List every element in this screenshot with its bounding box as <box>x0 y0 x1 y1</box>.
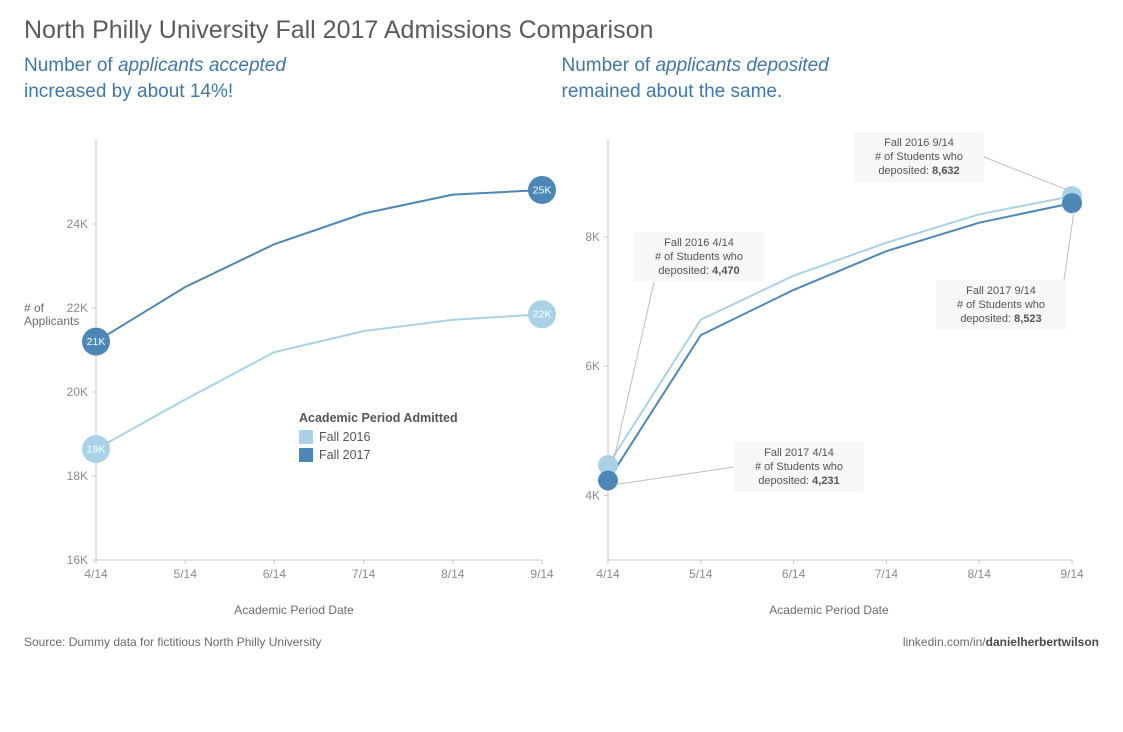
svg-text:# of Students who: # of Students who <box>875 151 963 163</box>
chart-deposited: 4K 6K 8K 4/14 5/14 6/14 7/14 8/14 9/14 Fall 2016 … <box>564 122 1094 617</box>
chart-accepted-svg: 16K 18K 20K 22K 24K 4/14 5/14 6/14 7/14 8/14 9/14 1… <box>24 122 564 592</box>
svg-text:6/14: 6/14 <box>263 567 287 581</box>
svg-text:7/14: 7/14 <box>875 567 899 581</box>
svg-text:Fall 2017: Fall 2017 <box>319 448 370 462</box>
svg-text:5/14: 5/14 <box>174 567 198 581</box>
svg-text:24K: 24K <box>67 217 88 231</box>
svg-text:deposited: 4,231: deposited: 4,231 <box>758 475 839 487</box>
svg-text:# of Students who: # of Students who <box>755 461 843 473</box>
svg-text:21K: 21K <box>87 336 106 348</box>
svg-text:Fall 2016 4/14: Fall 2016 4/14 <box>664 237 734 249</box>
x-axis-label: Academic Period Date <box>564 603 1094 617</box>
svg-text:18K: 18K <box>67 469 88 483</box>
subtitle-left: Number of applicants acceptedincreased b… <box>24 53 562 104</box>
svg-text:# of Students who: # of Students who <box>655 251 743 263</box>
y-axis-label: # of Applicants <box>24 302 79 328</box>
svg-text:# of Students who: # of Students who <box>957 299 1045 311</box>
svg-text:Academic Period Admitted: Academic Period Admitted <box>299 411 458 425</box>
svg-text:Fall 2016 9/14: Fall 2016 9/14 <box>884 137 954 149</box>
svg-text:Fall 2017 4/14: Fall 2017 4/14 <box>764 447 834 459</box>
source-note: Source: Dummy data for fictitious North … <box>24 635 321 649</box>
svg-text:8/14: 8/14 <box>968 567 992 581</box>
subtitle-right: Number of applicants depositedremained a… <box>562 53 1100 104</box>
x-axis-label: Academic Period Date <box>24 603 564 617</box>
svg-text:20K: 20K <box>67 385 88 399</box>
svg-text:9/14: 9/14 <box>1060 567 1084 581</box>
svg-text:4/14: 4/14 <box>596 567 620 581</box>
svg-text:4/14: 4/14 <box>84 567 108 581</box>
svg-text:deposited: 4,470: deposited: 4,470 <box>658 265 739 277</box>
svg-text:Fall 2017 9/14: Fall 2017 9/14 <box>966 285 1036 297</box>
svg-text:22K: 22K <box>533 309 552 321</box>
svg-text:deposited: 8,523: deposited: 8,523 <box>960 313 1041 325</box>
svg-text:25K: 25K <box>533 185 552 197</box>
page-title: North Philly University Fall 2017 Admiss… <box>24 16 1099 45</box>
chart-accepted: # of Applicants 16K 18K 20K 22K 24K 4/14 5/14 6… <box>24 122 564 617</box>
svg-text:6K: 6K <box>585 359 600 373</box>
svg-text:9/14: 9/14 <box>530 567 554 581</box>
svg-text:8K: 8K <box>585 230 600 244</box>
svg-text:19K: 19K <box>87 444 106 456</box>
svg-text:deposited: 8,632: deposited: 8,632 <box>878 165 959 177</box>
chart-deposited-svg: 4K 6K 8K 4/14 5/14 6/14 7/14 8/14 9/14 Fall 2016 … <box>564 122 1094 592</box>
svg-text:16K: 16K <box>67 553 88 567</box>
svg-text:8/14: 8/14 <box>441 567 465 581</box>
svg-text:7/14: 7/14 <box>352 567 376 581</box>
svg-text:6/14: 6/14 <box>782 567 806 581</box>
attribution-link[interactable]: linkedin.com/in/danielherbertwilson <box>903 635 1099 649</box>
svg-text:Fall 2016: Fall 2016 <box>319 430 370 444</box>
svg-text:5/14: 5/14 <box>689 567 713 581</box>
svg-text:4K: 4K <box>585 489 600 503</box>
